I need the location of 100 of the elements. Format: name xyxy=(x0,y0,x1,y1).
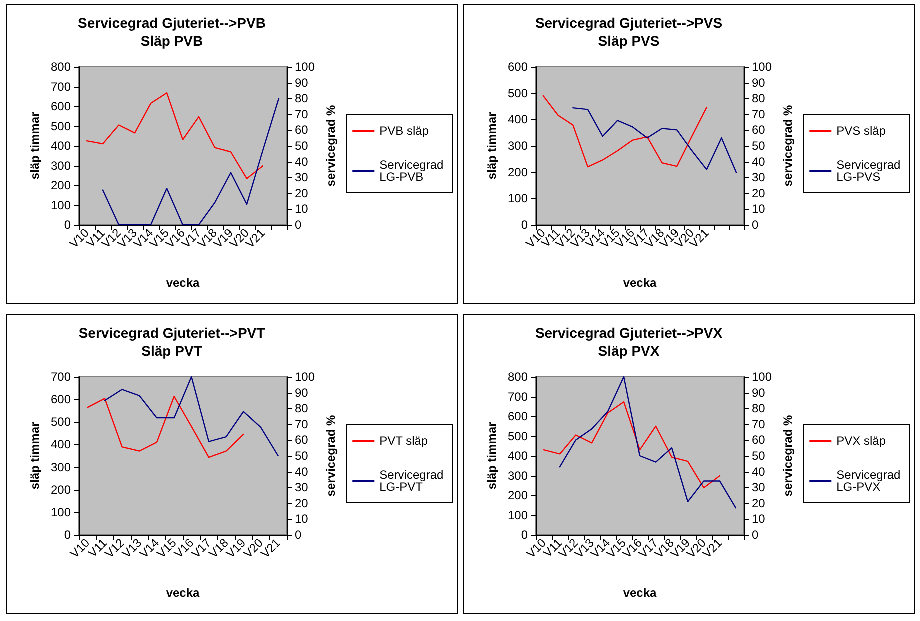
y2-tick-label: 100 xyxy=(295,370,316,384)
y-tick-label: 200 xyxy=(508,488,528,502)
y-tick-label: 500 xyxy=(50,415,72,430)
y-tick-label: 600 xyxy=(508,410,528,424)
legend-label: Servicegrad LG-PVX xyxy=(836,468,904,494)
y-tick-label: 500 xyxy=(508,86,528,100)
y2-tick-label: 70 xyxy=(752,107,766,122)
chart-title: Servicegrad Gjuteriet-->PVX xyxy=(535,325,724,341)
y2-tick-label: 70 xyxy=(295,417,309,432)
y2-tick-label: 50 xyxy=(295,139,309,153)
y2-tick-label: 90 xyxy=(295,386,309,400)
y2-tick-label: 30 xyxy=(752,170,766,185)
y2-tick-label: 10 xyxy=(295,202,309,216)
y2-tick-label: 100 xyxy=(295,60,316,74)
y-tick-label: 800 xyxy=(508,370,528,384)
legend-label: Servicegrad LG-PVS xyxy=(836,158,904,184)
y2-tick-label: 80 xyxy=(295,402,309,416)
y2-axis-title: servicegrad % xyxy=(781,414,795,497)
y2-tick-label: 50 xyxy=(752,139,766,153)
y2-axis-title: servicegrad % xyxy=(781,104,795,187)
legend-label: Servicegrad LG-PVB xyxy=(380,158,448,184)
y-tick-label: 500 xyxy=(508,429,528,444)
y2-tick-label: 30 xyxy=(295,170,309,185)
line-series xyxy=(542,95,708,168)
legend-label: PVB släp xyxy=(380,124,430,138)
y-tick-label: 500 xyxy=(50,119,72,134)
y2-tick-label: 10 xyxy=(752,512,766,526)
y-tick-label: 0 xyxy=(64,218,72,232)
y2-tick-label: 90 xyxy=(752,386,766,400)
y-tick-label: 600 xyxy=(50,392,72,407)
y2-tick-label: 20 xyxy=(752,496,766,510)
y2-tick-label: 50 xyxy=(752,449,766,463)
y-tick-label: 300 xyxy=(508,139,528,153)
y2-tick-label: 60 xyxy=(295,433,309,448)
y-tick-label: 400 xyxy=(508,449,528,463)
y-tick-label: 700 xyxy=(50,370,72,384)
y-tick-label: 200 xyxy=(50,178,72,192)
y2-tick-label: 70 xyxy=(295,107,309,122)
y-axis-title: släp timmar xyxy=(28,422,42,490)
y2-tick-label: 100 xyxy=(752,370,772,384)
y2-tick-label: 60 xyxy=(752,123,766,138)
y2-tick-label: 20 xyxy=(295,186,309,200)
chart-subtitle: Släp PVS xyxy=(598,33,660,49)
y-tick-label: 0 xyxy=(521,528,528,542)
y-tick-label: 400 xyxy=(50,139,72,153)
y-tick-label: 700 xyxy=(508,390,528,404)
y-tick-label: 400 xyxy=(50,438,72,452)
legend-label: PVS släp xyxy=(836,124,886,138)
y-axis-title: släp timmar xyxy=(28,112,42,180)
x-axis-title: vecka xyxy=(166,276,200,290)
y2-tick-label: 10 xyxy=(295,512,309,526)
y2-tick-label: 80 xyxy=(752,92,766,106)
y2-tick-label: 0 xyxy=(295,528,302,542)
y-axis-title: släp timmar xyxy=(485,112,499,180)
y2-tick-label: 0 xyxy=(295,218,302,232)
legend-label: Servicegrad LG-PVT xyxy=(380,468,448,494)
y-tick-label: 100 xyxy=(508,508,528,522)
y-tick-label: 100 xyxy=(50,505,72,520)
y2-axis-title: servicegrad % xyxy=(324,104,338,187)
y-tick-label: 200 xyxy=(508,165,528,180)
y-tick-label: 600 xyxy=(50,100,72,114)
chart-title: Servicegrad Gjuteriet-->PVB xyxy=(78,15,266,31)
y-tick-label: 600 xyxy=(508,60,528,74)
y2-tick-label: 40 xyxy=(752,154,766,169)
line-series xyxy=(559,376,737,509)
x-axis-title: vecka xyxy=(623,586,658,600)
y2-tick-label: 80 xyxy=(752,402,766,416)
line-series xyxy=(543,401,721,489)
y2-tick-label: 40 xyxy=(295,154,309,169)
y-tick-label: 700 xyxy=(50,80,72,94)
chart-subtitle: Släp PVX xyxy=(598,343,660,359)
y2-tick-label: 40 xyxy=(752,464,766,479)
y2-tick-label: 0 xyxy=(752,528,759,542)
y-tick-label: 100 xyxy=(508,192,528,206)
y2-tick-label: 10 xyxy=(752,202,766,216)
x-axis-title: vecka xyxy=(166,586,200,600)
y2-tick-label: 30 xyxy=(295,480,309,495)
y2-tick-label: 20 xyxy=(752,186,766,200)
chart-title: Servicegrad Gjuteriet-->PVS xyxy=(535,15,723,31)
y-tick-label: 200 xyxy=(50,482,72,497)
y-tick-label: 300 xyxy=(508,468,528,483)
y-tick-label: 800 xyxy=(50,60,72,74)
line-series xyxy=(87,396,244,458)
y-tick-label: 400 xyxy=(508,112,528,127)
line-series xyxy=(104,376,279,457)
y2-tick-label: 30 xyxy=(752,480,766,495)
line-series xyxy=(572,107,738,174)
y-tick-label: 0 xyxy=(521,218,528,232)
line-series xyxy=(86,92,264,180)
legend-label: PVT släp xyxy=(380,434,428,448)
y2-tick-label: 60 xyxy=(752,433,766,448)
y2-tick-label: 90 xyxy=(295,76,309,90)
legend-label: PVX släp xyxy=(836,434,886,448)
y-tick-label: 300 xyxy=(50,460,72,474)
y2-tick-label: 50 xyxy=(295,449,309,463)
y2-tick-label: 70 xyxy=(752,417,766,432)
y-tick-label: 100 xyxy=(50,198,72,212)
y2-axis-title: servicegrad % xyxy=(324,414,338,497)
y-tick-label: 0 xyxy=(64,528,72,542)
line-series xyxy=(102,98,280,226)
